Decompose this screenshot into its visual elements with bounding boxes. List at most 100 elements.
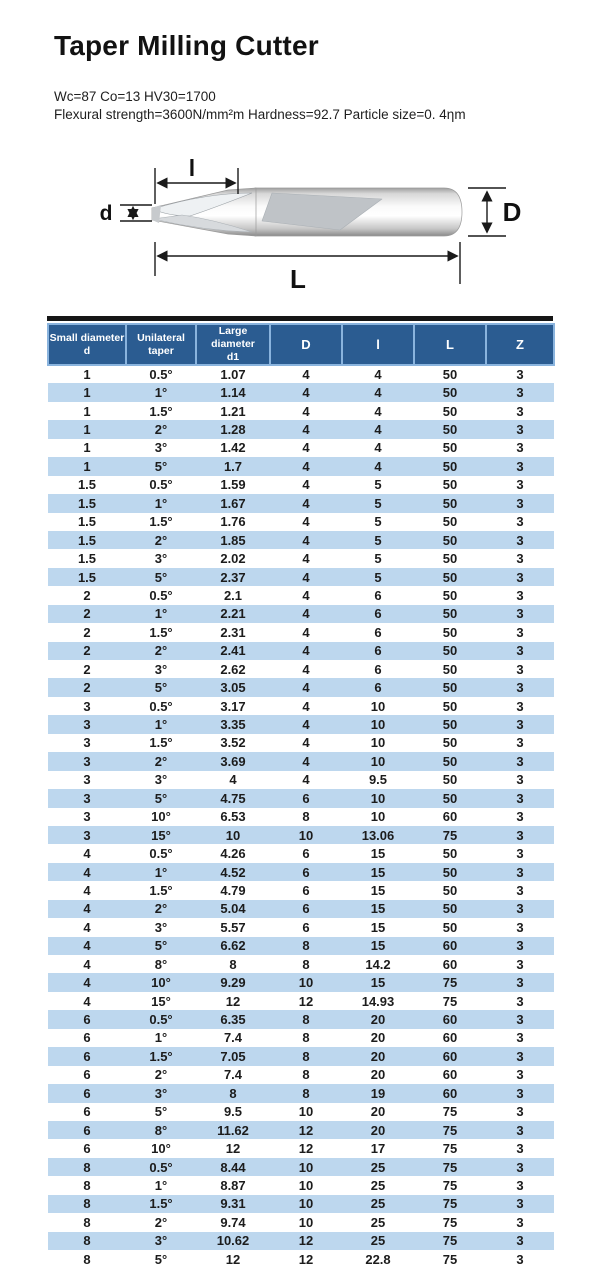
table-cell: 1.76: [220, 514, 246, 530]
table-cell: 4: [270, 457, 342, 476]
table-cell: 3.69: [196, 752, 270, 771]
table-cell: 8: [302, 1030, 310, 1046]
table-row: 1.5 0.5° 1.59 4 5 50 3: [48, 476, 554, 494]
table-cell: 3: [516, 440, 524, 456]
table-cell: 4: [302, 661, 310, 677]
table-cell: 4: [342, 457, 414, 476]
table-cell: 1.5°: [149, 882, 173, 898]
table-cell: 3: [516, 1177, 524, 1193]
table-cell: 60: [414, 1084, 486, 1103]
table-cell: 1.5: [48, 530, 126, 550]
table-cell: 75: [414, 1157, 486, 1177]
table-cell: 13.06: [342, 825, 414, 845]
table-cell: 8.87: [220, 1177, 246, 1193]
table-cell: 1.21: [220, 403, 246, 419]
table-cell: 5°: [126, 678, 196, 697]
table-cell: 60: [414, 1010, 486, 1029]
table-row: 1 1.5° 1.21 4 4 50 3: [48, 402, 554, 420]
table-cell: 4: [302, 624, 310, 640]
table-cell: 4: [270, 715, 342, 734]
table-cell: 20: [370, 1104, 386, 1120]
table-cell: 4: [83, 993, 91, 1009]
table-cell: 6: [302, 846, 310, 862]
table-cell: 3: [516, 661, 524, 677]
table-row: 4 10° 9.29 10 15 75 3: [48, 973, 554, 992]
table-cell: 1.5: [77, 514, 97, 530]
table-cell: 1.5°: [126, 1047, 196, 1066]
table-cell: 3: [516, 809, 524, 825]
table-cell: 10: [342, 752, 414, 771]
table-cell: 4: [270, 678, 342, 697]
table-cell: 3: [516, 1067, 524, 1083]
table-cell: 10: [370, 735, 386, 751]
table-cell: 3: [486, 604, 554, 624]
cutter-dimension-diagram: l d D L: [100, 155, 522, 294]
table-cell: 3°: [154, 551, 168, 567]
table-cell: 25: [370, 1177, 386, 1193]
table-cell: 9.31: [196, 1194, 270, 1214]
spec-table-header: Small diameter d Unilateral taper Large …: [47, 323, 555, 366]
table-cell: 3: [516, 1104, 524, 1120]
table-cell: 3: [486, 936, 554, 955]
table-cell: 12: [270, 1120, 342, 1140]
table-cell: 4: [302, 698, 310, 714]
table-cell: 2°: [126, 530, 196, 550]
table-cell: 50: [442, 772, 458, 788]
table-row: 8 2° 9.74 10 25 75 3: [48, 1213, 554, 1231]
table-row: 8 5° 12 12 22.8 75 3: [48, 1250, 554, 1268]
table-cell: 4: [48, 936, 126, 955]
table-cell: 2.02: [220, 551, 246, 567]
table-cell: 3: [516, 403, 524, 419]
table-row: 6 1° 7.4 8 20 60 3: [48, 1029, 554, 1047]
table-cell: 5°: [154, 1104, 168, 1120]
table-cell: 3°: [154, 772, 168, 788]
table-cell: 3: [83, 698, 91, 714]
table-cell: 6: [302, 919, 310, 935]
table-cell: 6: [83, 1104, 91, 1120]
table-row: 3 0.5° 3.17 4 10 50 3: [48, 697, 554, 715]
table-cell: 50: [442, 403, 458, 419]
table-cell: 14.93: [361, 993, 395, 1009]
table-cell: 3: [516, 993, 524, 1009]
table-cell: 1°: [126, 604, 196, 624]
table-cell: 4: [302, 367, 310, 383]
table-row: 2 0.5° 2.1 4 6 50 3: [48, 586, 554, 604]
table-cell: 3: [486, 1010, 554, 1029]
table-cell: 7.4: [223, 1067, 243, 1083]
table-cell: 2.37: [196, 567, 270, 587]
table-cell: 11.62: [196, 1120, 270, 1140]
table-cell: 3°: [126, 1231, 196, 1250]
table-cell: 50: [414, 862, 486, 882]
table-cell: 1.5°: [149, 403, 173, 419]
table-cell: 4: [374, 440, 382, 456]
table-cell: 3: [516, 624, 524, 640]
table-cell: 4: [270, 604, 342, 624]
table-cell: 5.04: [196, 899, 270, 919]
table-cell: 8: [83, 1177, 91, 1193]
table-cell: 0.5°: [149, 477, 173, 493]
table-cell: 8: [83, 1251, 91, 1267]
table-cell: 4: [229, 772, 237, 788]
table-cell: 2.21: [196, 604, 270, 624]
table-row: 1 1° 1.14 4 4 50 3: [48, 383, 554, 402]
table-cell: 6: [342, 678, 414, 697]
table-cell: 3: [48, 752, 126, 771]
table-cell: 3.52: [220, 735, 246, 751]
table-cell: 1.14: [196, 383, 270, 402]
table-cell: 6: [83, 1141, 91, 1157]
table-cell: 4: [270, 494, 342, 513]
table-cell: 4: [83, 882, 91, 898]
table-cell: 4: [302, 477, 310, 493]
table-cell: 8: [48, 1231, 126, 1250]
table-row: 1.5 1.5° 1.76 4 5 50 3: [48, 513, 554, 531]
table-cell: 4: [270, 383, 342, 402]
table-cell: 50: [414, 494, 486, 513]
table-cell: 4.79: [220, 882, 246, 898]
table-cell: 2: [48, 604, 126, 624]
table-cell: 6: [48, 1084, 126, 1103]
table-cell: 10: [342, 789, 414, 808]
table-cell: 1.5: [77, 551, 97, 567]
table-cell: 25: [342, 1194, 414, 1214]
table-cell: 3: [516, 587, 524, 603]
table-cell: 10: [298, 1104, 314, 1120]
